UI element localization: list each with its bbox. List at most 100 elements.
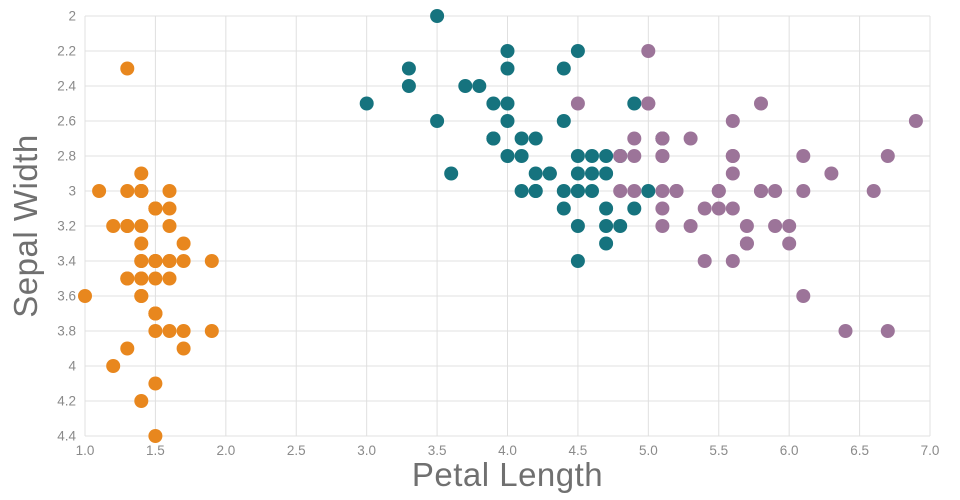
data-point-teal xyxy=(528,131,543,146)
data-point-orange xyxy=(148,201,163,216)
data-point-orange xyxy=(176,324,191,338)
data-point-orange xyxy=(204,324,219,338)
data-point-teal xyxy=(500,149,515,163)
data-point-purple xyxy=(782,219,797,233)
x-tick-label: 4.5 xyxy=(569,443,588,458)
data-point-purple xyxy=(725,254,740,268)
data-point-teal xyxy=(500,96,515,111)
data-point-orange xyxy=(134,271,149,286)
data-point-purple xyxy=(838,324,853,338)
y-tick-label: 2 xyxy=(68,9,76,24)
data-point-orange xyxy=(134,254,149,268)
data-point-teal xyxy=(514,149,529,163)
data-point-purple xyxy=(711,201,726,216)
data-point-teal xyxy=(430,9,445,23)
data-point-orange xyxy=(120,341,135,356)
data-point-orange xyxy=(148,306,163,321)
data-point-purple xyxy=(796,184,811,198)
x-tick-label: 2.0 xyxy=(216,443,235,458)
y-tick-label: 2.4 xyxy=(57,79,76,94)
data-point-purple xyxy=(570,96,585,111)
data-point-orange xyxy=(134,219,149,233)
data-point-teal xyxy=(570,149,585,163)
data-point-purple xyxy=(655,184,670,198)
data-point-teal xyxy=(556,184,571,198)
data-point-teal xyxy=(458,79,473,93)
y-axis-title: Sepal Width xyxy=(7,134,44,318)
data-point-orange xyxy=(134,166,149,181)
data-point-orange xyxy=(120,271,135,286)
data-point-teal xyxy=(430,114,445,128)
data-point-teal xyxy=(570,184,585,198)
data-point-teal xyxy=(514,184,529,198)
data-point-purple xyxy=(655,149,670,163)
data-point-teal xyxy=(570,44,585,58)
x-tick-label: 4.0 xyxy=(498,443,517,458)
x-tick-label: 2.5 xyxy=(287,443,306,458)
y-tick-label: 3.8 xyxy=(57,324,76,339)
data-point-teal xyxy=(585,184,599,198)
x-axis-title: Petal Length xyxy=(411,456,604,493)
x-tick-label: 5.0 xyxy=(639,443,658,458)
data-point-teal xyxy=(542,166,557,181)
data-point-purple xyxy=(782,236,797,251)
data-point-orange xyxy=(134,184,149,198)
data-point-purple xyxy=(641,44,656,58)
y-tick-label: 2.6 xyxy=(57,114,76,129)
data-point-teal xyxy=(500,44,515,58)
data-point-orange xyxy=(106,219,121,233)
data-point-teal xyxy=(528,184,543,198)
data-point-purple xyxy=(627,149,642,163)
data-point-teal xyxy=(585,149,599,163)
data-point-purple xyxy=(866,184,881,198)
data-point-orange xyxy=(176,236,191,251)
data-point-teal xyxy=(500,114,515,128)
data-point-orange xyxy=(92,184,107,198)
data-point-orange xyxy=(162,254,177,268)
data-point-orange xyxy=(148,271,163,286)
data-point-teal xyxy=(599,219,614,233)
data-point-teal xyxy=(599,149,614,163)
y-tick-label: 3.4 xyxy=(57,254,76,269)
data-point-teal xyxy=(401,79,416,93)
data-point-teal xyxy=(500,61,515,76)
data-point-purple xyxy=(711,184,726,198)
data-point-teal xyxy=(585,166,599,181)
data-point-teal xyxy=(613,219,628,233)
data-point-purple xyxy=(697,254,712,268)
data-point-teal xyxy=(641,184,656,198)
y-tick-label: 2.2 xyxy=(57,44,76,59)
x-tick-label: 7.0 xyxy=(921,443,940,458)
data-point-purple xyxy=(613,149,628,163)
x-tick-label: 1.0 xyxy=(76,443,95,458)
data-point-orange xyxy=(176,254,191,268)
data-point-purple xyxy=(768,219,783,233)
y-tick-label: 4.4 xyxy=(57,429,76,444)
data-point-orange xyxy=(120,61,135,76)
data-point-orange xyxy=(148,254,163,268)
data-point-orange xyxy=(162,201,177,216)
data-point-orange xyxy=(162,324,177,338)
data-point-purple xyxy=(669,184,684,198)
data-point-purple xyxy=(796,149,811,163)
data-point-orange xyxy=(204,254,219,268)
data-point-purple xyxy=(754,184,768,198)
data-point-teal xyxy=(570,219,585,233)
x-tick-label: 1.5 xyxy=(146,443,165,458)
data-point-purple xyxy=(725,201,740,216)
x-tick-label: 6.5 xyxy=(850,443,869,458)
data-point-purple xyxy=(683,131,698,146)
data-point-purple xyxy=(655,131,670,146)
data-point-purple xyxy=(824,166,839,181)
data-point-orange xyxy=(148,324,163,338)
data-point-teal xyxy=(514,131,529,146)
y-tick-label: 2.8 xyxy=(57,149,76,164)
data-point-teal xyxy=(599,201,614,216)
data-point-purple xyxy=(739,236,754,251)
data-point-orange xyxy=(162,219,177,233)
data-point-purple xyxy=(725,149,740,163)
y-tick-label: 3 xyxy=(68,184,76,199)
data-point-teal xyxy=(599,236,614,251)
data-point-orange xyxy=(162,184,177,198)
